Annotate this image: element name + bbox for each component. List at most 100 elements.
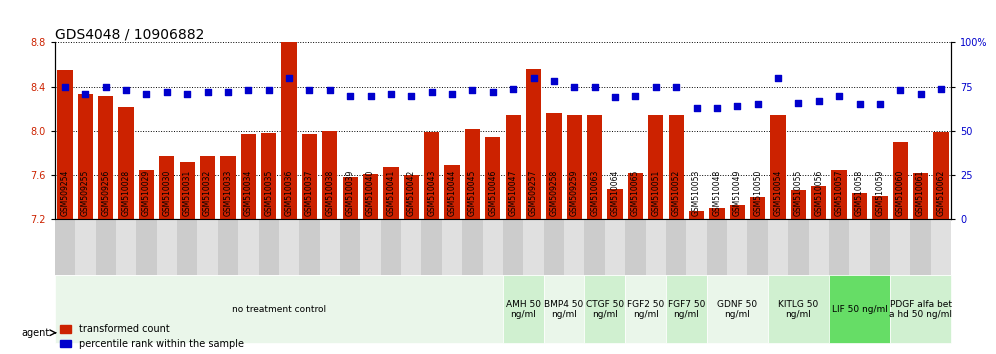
Bar [730,205,745,219]
FancyBboxPatch shape [666,275,707,343]
Text: GSM510046: GSM510046 [488,170,497,216]
Bar [668,115,684,219]
FancyBboxPatch shape [96,219,116,275]
Bar [363,174,378,219]
FancyBboxPatch shape [544,219,564,275]
Bar [465,129,480,219]
Text: GSM509258: GSM509258 [550,170,559,216]
Text: GSM510053: GSM510053 [692,170,701,216]
Bar [302,134,317,219]
Text: GSM509254: GSM509254 [61,170,70,216]
Bar [98,96,114,219]
Point [220,89,236,95]
FancyBboxPatch shape [768,219,788,275]
Text: GSM510034: GSM510034 [244,170,253,216]
Text: GSM510056: GSM510056 [815,170,824,216]
Point [119,87,134,93]
FancyBboxPatch shape [340,219,361,275]
Bar [709,209,724,219]
Text: GSM510048: GSM510048 [712,170,721,216]
FancyBboxPatch shape [523,219,544,275]
Text: GSM510050: GSM510050 [753,170,762,216]
Text: GSM509259: GSM509259 [570,170,579,216]
Bar [587,115,603,219]
Point [281,75,297,81]
Bar [933,132,948,219]
Text: GSM510052: GSM510052 [671,170,680,216]
FancyBboxPatch shape [870,219,890,275]
Bar [179,162,195,219]
Point [832,93,848,98]
FancyBboxPatch shape [727,219,747,275]
Text: GSM510061: GSM510061 [916,170,925,216]
FancyBboxPatch shape [850,219,870,275]
Point [587,84,603,90]
Text: FGF2 50
ng/ml: FGF2 50 ng/ml [626,299,664,319]
Bar [546,113,562,219]
Text: no treatment control: no treatment control [232,305,326,314]
Bar [627,173,643,219]
Bar [200,156,215,219]
Bar [78,95,93,219]
Bar [261,133,276,219]
Text: BMP4 50
ng/ml: BMP4 50 ng/ml [545,299,584,319]
Bar [832,170,847,219]
FancyBboxPatch shape [503,219,523,275]
Point [261,87,277,93]
Text: GSM510054: GSM510054 [774,170,783,216]
Bar [485,137,500,219]
Text: GSM510030: GSM510030 [162,170,171,216]
Text: GSM510047: GSM510047 [509,170,518,216]
Point [627,93,643,98]
FancyBboxPatch shape [931,219,951,275]
Point [363,93,378,98]
Point [709,105,725,111]
Point [138,91,154,97]
Text: GSM510037: GSM510037 [305,170,314,216]
Text: GSM510049: GSM510049 [733,170,742,216]
FancyBboxPatch shape [788,219,809,275]
FancyBboxPatch shape [829,275,890,343]
Text: GSM510029: GSM510029 [142,170,151,216]
Text: GSM510063: GSM510063 [591,170,600,216]
FancyBboxPatch shape [809,219,829,275]
FancyBboxPatch shape [707,219,727,275]
Text: GSM510041: GSM510041 [386,170,395,216]
Point [383,91,399,97]
Text: GSM509255: GSM509255 [81,170,90,216]
Point [770,75,786,81]
Text: FGF7 50
ng/ml: FGF7 50 ng/ml [667,299,705,319]
FancyBboxPatch shape [910,219,931,275]
Point [892,87,908,93]
Point [343,93,359,98]
FancyBboxPatch shape [279,219,299,275]
Bar [343,177,358,219]
Text: GSM510062: GSM510062 [936,170,945,216]
Bar [322,131,338,219]
Bar [403,175,419,219]
FancyBboxPatch shape [401,219,421,275]
Point [240,87,256,93]
Bar [282,37,297,219]
Point [302,87,318,93]
FancyBboxPatch shape [380,219,401,275]
FancyBboxPatch shape [768,275,829,343]
Text: GSM510036: GSM510036 [285,170,294,216]
Text: GSM510039: GSM510039 [346,170,355,216]
Bar [770,115,786,219]
FancyBboxPatch shape [462,219,483,275]
Point [199,89,215,95]
Point [567,84,583,90]
Bar [750,197,765,219]
FancyBboxPatch shape [55,275,503,343]
FancyBboxPatch shape [544,275,585,343]
Text: GSM510032: GSM510032 [203,170,212,216]
FancyBboxPatch shape [686,219,707,275]
Text: GSM509257: GSM509257 [529,170,538,216]
Text: GSM510055: GSM510055 [794,170,803,216]
Point [159,89,175,95]
Text: GDS4048 / 10906882: GDS4048 / 10906882 [55,27,204,41]
Point [750,102,766,107]
FancyBboxPatch shape [442,219,462,275]
FancyBboxPatch shape [55,219,75,275]
